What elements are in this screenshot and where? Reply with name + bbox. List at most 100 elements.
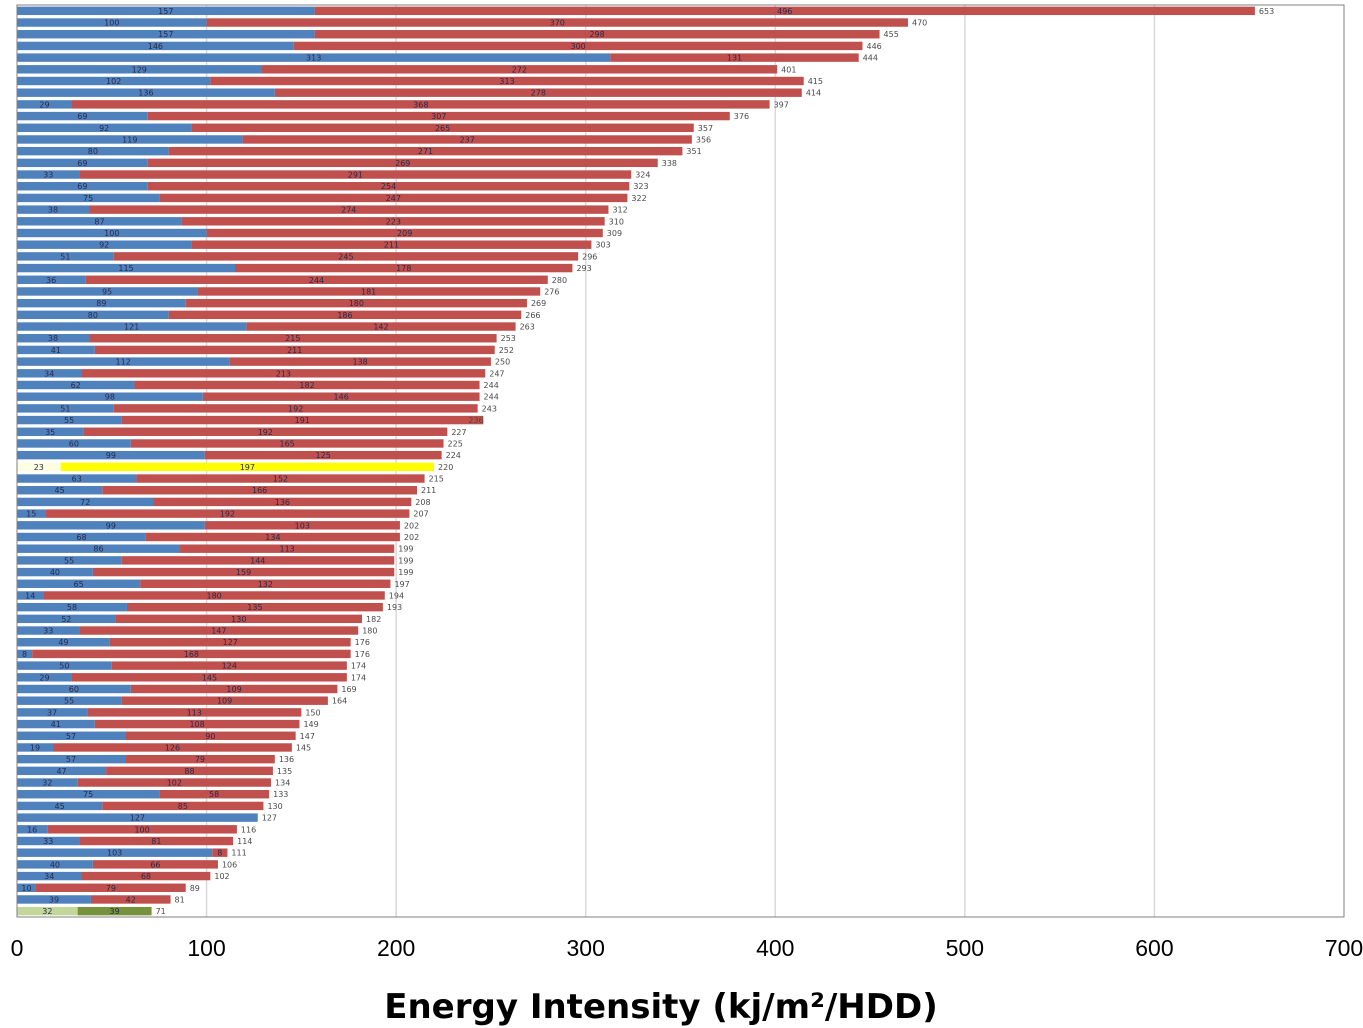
segment-2-label: 265 xyxy=(435,124,450,133)
segment-2-label: 90 xyxy=(205,732,215,741)
plot-frame xyxy=(16,4,1345,918)
segment-2-label: 496 xyxy=(777,7,792,16)
segment-1-label: 115 xyxy=(118,264,133,273)
bar-segment-1 xyxy=(17,813,258,822)
bar-segment-1 xyxy=(17,357,230,366)
total-label: 280 xyxy=(552,276,567,285)
segment-2-label: 102 xyxy=(167,779,182,788)
bar-segment-1 xyxy=(17,158,148,168)
segment-2-label: 85 xyxy=(178,802,188,811)
bar-segment-1 xyxy=(17,790,160,799)
bar-segment-1 xyxy=(17,334,90,343)
bar-segment-2 xyxy=(115,614,363,624)
x-tick-label: 400 xyxy=(756,935,794,961)
total-label: 176 xyxy=(355,638,370,647)
total-label: 194 xyxy=(389,591,404,600)
bar-segment-2 xyxy=(92,567,395,577)
bar-segment-2 xyxy=(47,825,237,834)
bar-segment-1 xyxy=(17,743,54,752)
bar-segment-2 xyxy=(185,298,527,308)
segment-1-label: 102 xyxy=(106,77,121,86)
total-label: 89 xyxy=(190,884,200,893)
segment-1-label: 57 xyxy=(66,755,76,764)
bar-segment-2 xyxy=(204,450,442,460)
bar-segment-1 xyxy=(17,579,141,588)
total-label: 376 xyxy=(734,112,749,121)
total-label: 102 xyxy=(214,872,229,881)
segment-1-label: 157 xyxy=(158,30,173,39)
segment-2-label: 132 xyxy=(258,580,273,589)
bar-segment-1 xyxy=(17,123,192,132)
segment-1-label: 35 xyxy=(45,428,55,437)
total-label: 199 xyxy=(398,545,413,554)
total-label: 147 xyxy=(300,732,315,741)
total-label: 470 xyxy=(912,19,927,28)
segment-1-label: 127 xyxy=(130,814,145,823)
segment-2-label: 103 xyxy=(295,521,310,530)
bar-segment-1 xyxy=(17,673,72,682)
segment-1-label: 39 xyxy=(49,895,59,904)
segment-1-label: 33 xyxy=(43,627,53,636)
bar-segment-2 xyxy=(130,684,338,694)
bar-segment-1 xyxy=(17,556,122,565)
bar-segment-1 xyxy=(17,638,110,647)
total-label: 106 xyxy=(222,860,237,869)
total-label: 227 xyxy=(451,428,466,437)
bar-segment-2 xyxy=(147,158,658,168)
segment-2-label: 145 xyxy=(202,673,217,682)
bar-segment-2 xyxy=(53,743,292,752)
segment-1-label: 19 xyxy=(30,743,40,752)
bar-segment-1 xyxy=(17,287,198,296)
bar-segment-1 xyxy=(17,18,207,27)
bar-segment-1 xyxy=(17,65,262,74)
segment-2-label: 66 xyxy=(150,860,160,869)
bar-segment-2 xyxy=(202,392,480,401)
segment-2-label: 58 xyxy=(209,790,219,799)
bar-segment-1 xyxy=(17,860,93,869)
segment-1-label: 37 xyxy=(47,708,57,717)
total-label: 207 xyxy=(413,510,428,519)
segment-2-label: 209 xyxy=(397,229,412,238)
segment-2-label: 39 xyxy=(110,907,120,916)
bar-segment-1 xyxy=(17,76,211,86)
segment-2-label: 300 xyxy=(570,42,585,51)
total-label: 653 xyxy=(1259,7,1274,16)
segment-2-label: 313 xyxy=(499,77,514,86)
segment-1-label: 69 xyxy=(77,112,87,121)
bar-segment-1 xyxy=(17,649,33,659)
total-label: 250 xyxy=(495,358,510,367)
bar-segment-1 xyxy=(17,88,275,97)
bar-segment-1 xyxy=(17,708,88,717)
segment-2-label: 159 xyxy=(236,568,251,577)
total-label: 276 xyxy=(544,287,559,296)
segment-1-label: 112 xyxy=(116,358,131,367)
bar-segment-2 xyxy=(206,18,908,27)
bar-segment-1 xyxy=(17,30,315,39)
bar-segment-1 xyxy=(17,404,114,413)
bar-segment-1 xyxy=(17,217,182,226)
bar-segment-2 xyxy=(314,30,880,39)
bar-segment-1 xyxy=(17,486,103,495)
bar-segment-1 xyxy=(17,825,48,834)
segment-1-label: 47 xyxy=(56,767,66,776)
segment-2-label: 247 xyxy=(386,194,401,203)
bar-segment-1 xyxy=(17,696,122,705)
total-label: 127 xyxy=(262,814,277,823)
bar-segment-1 xyxy=(17,497,154,507)
bar-segment-1 xyxy=(17,439,131,448)
segment-2-label: 124 xyxy=(222,662,237,671)
bar-segment-2 xyxy=(197,287,541,296)
bar-segment-1 xyxy=(17,240,192,249)
segment-1-label: 40 xyxy=(50,568,60,577)
segment-1-label: 146 xyxy=(148,42,163,51)
segment-1-label: 60 xyxy=(69,685,79,694)
segment-2-label: 237 xyxy=(460,135,475,144)
bar-segment-1 xyxy=(17,521,205,530)
segment-1-label: 38 xyxy=(48,334,58,343)
bar-segment-1 xyxy=(17,567,93,577)
total-label: 211 xyxy=(421,486,436,495)
bar-segment-1 xyxy=(17,450,205,460)
total-label: 135 xyxy=(277,767,292,776)
x-tick-label: 0 xyxy=(11,935,24,961)
